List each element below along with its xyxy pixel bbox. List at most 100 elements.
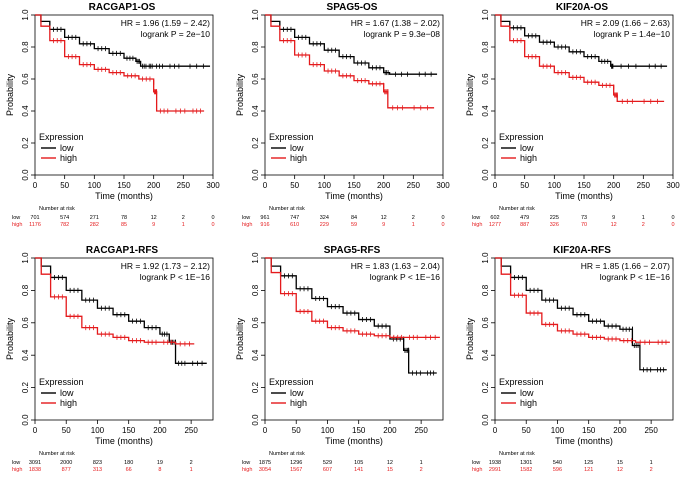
y-axis-label: Probability [235, 317, 245, 360]
y-tick-label: 1.0 [21, 252, 30, 264]
x-tick-label: 200 [147, 181, 161, 190]
x-tick-label: 250 [177, 181, 191, 190]
x-axis-label: Time (months) [555, 436, 613, 446]
risk-count: 229 [320, 222, 329, 228]
legend-label-low: low [520, 388, 534, 398]
chart-title: KIF20A-RFS [553, 245, 611, 256]
y-tick-label: 0.4 [251, 349, 260, 361]
risk-count: 0 [441, 222, 444, 228]
x-tick-label: 200 [613, 426, 627, 435]
risk-count: 324 [320, 215, 329, 221]
risk-count: 8 [158, 467, 161, 473]
x-tick-label: 150 [352, 426, 366, 435]
y-tick-label: 0.2 [251, 381, 260, 393]
y-tick-label: 0.8 [251, 284, 260, 296]
risk-count: 2 [412, 215, 415, 221]
risk-count: 3091 [29, 460, 41, 466]
y-tick-label: 0.0 [251, 169, 260, 181]
risk-count: 2 [642, 222, 645, 228]
legend-label-low: low [290, 143, 304, 153]
x-tick-label: 200 [383, 426, 397, 435]
legend-label-high: high [290, 153, 307, 163]
x-tick-label: 50 [290, 181, 299, 190]
risk-count: 9 [612, 215, 615, 221]
risk-count: 877 [62, 467, 71, 473]
y-tick-label: 0.4 [481, 349, 490, 361]
risk-count: 1296 [290, 460, 302, 466]
plot-frame [34, 257, 214, 421]
risk-count: 1 [420, 460, 423, 466]
hazard-ratio-text: HR = 1.96 (1.59 − 2.42) [121, 18, 210, 28]
risk-row-label: high [472, 222, 482, 228]
chart-title: RACGAP1-RFS [86, 245, 159, 256]
legend-label-low: low [520, 143, 534, 153]
risk-count: 0 [211, 215, 214, 221]
y-tick-label: 1.0 [251, 252, 260, 264]
risk-count: 574 [60, 215, 69, 221]
hazard-ratio-text: HR = 1.83 (1.63 − 2.04) [351, 261, 440, 271]
risk-row-label: high [12, 467, 22, 473]
x-tick-label: 100 [551, 426, 565, 435]
logrank-p-text: logrank P = 9.3e−08 [364, 29, 441, 39]
risk-count: 1 [182, 222, 185, 228]
risk-count: 0 [441, 215, 444, 221]
risk-count: 1 [642, 215, 645, 221]
y-tick-label: 0.2 [21, 137, 30, 149]
km-panel-5: SPAG5-RFS 0.0 0.2 0.4 0.6 0.8 1.0 Probability 0 5… [235, 245, 444, 473]
logrank-p-text: logrank P < 1E−16 [370, 272, 441, 282]
risk-count: 0 [671, 215, 674, 221]
y-tick-label: 1.0 [481, 252, 490, 264]
x-tick-label: 150 [122, 426, 136, 435]
x-tick-label: 0 [263, 426, 268, 435]
risk-count: 12 [611, 222, 617, 228]
y-tick-label: 0.8 [21, 41, 30, 53]
y-tick-label: 0.8 [481, 41, 490, 53]
risk-count: 12 [617, 467, 623, 473]
y-tick-label: 0.2 [21, 381, 30, 393]
legend-title: Expression [499, 377, 544, 387]
km-panel-6: KIF20A-RFS 0.0 0.2 0.4 0.6 0.8 1.0 Probability 0… [465, 245, 674, 473]
legend-title: Expression [269, 377, 314, 387]
x-tick-label: 50 [60, 181, 69, 190]
risk-count: 823 [93, 460, 102, 466]
x-axis-label: Time (months) [325, 436, 383, 446]
risk-count: 479 [520, 215, 529, 221]
x-tick-label: 0 [33, 181, 38, 190]
x-axis-label: Time (months) [555, 191, 613, 201]
risk-count: 1582 [520, 467, 532, 473]
x-tick-label: 250 [637, 181, 651, 190]
legend-label-high: high [520, 153, 537, 163]
risk-count: 78 [121, 215, 127, 221]
y-axis-label: Probability [465, 73, 475, 116]
x-tick-label: 200 [607, 181, 621, 190]
risk-row-label: low [12, 460, 20, 466]
x-tick-label: 200 [377, 181, 391, 190]
y-tick-label: 1.0 [251, 9, 260, 21]
legend-title: Expression [39, 377, 84, 387]
risk-count: 12 [387, 460, 393, 466]
x-tick-label: 50 [520, 181, 529, 190]
legend-title: Expression [269, 132, 314, 142]
y-tick-label: 0.0 [481, 169, 490, 181]
risk-count: 180 [124, 460, 133, 466]
risk-count: 2 [190, 460, 193, 466]
risk-count: 326 [550, 222, 559, 228]
x-tick-label: 300 [436, 181, 450, 190]
risk-count: 121 [584, 467, 593, 473]
risk-count: 2991 [489, 467, 501, 473]
y-tick-label: 1.0 [21, 9, 30, 21]
plot-frame [494, 257, 674, 421]
risk-count: 529 [323, 460, 332, 466]
risk-count: 73 [581, 215, 587, 221]
risk-count: 125 [584, 460, 593, 466]
risk-table-title: Number at risk [269, 206, 305, 212]
y-tick-label: 0.6 [21, 317, 30, 329]
logrank-p-text: logrank P < 1E−16 [600, 272, 671, 282]
y-tick-label: 0.0 [251, 414, 260, 426]
risk-count: 15 [617, 460, 623, 466]
risk-count: 961 [260, 215, 269, 221]
risk-count: 1 [650, 460, 653, 466]
hazard-ratio-text: HR = 1.92 (1.73 − 2.12) [121, 261, 210, 271]
risk-count: 9 [152, 222, 155, 228]
